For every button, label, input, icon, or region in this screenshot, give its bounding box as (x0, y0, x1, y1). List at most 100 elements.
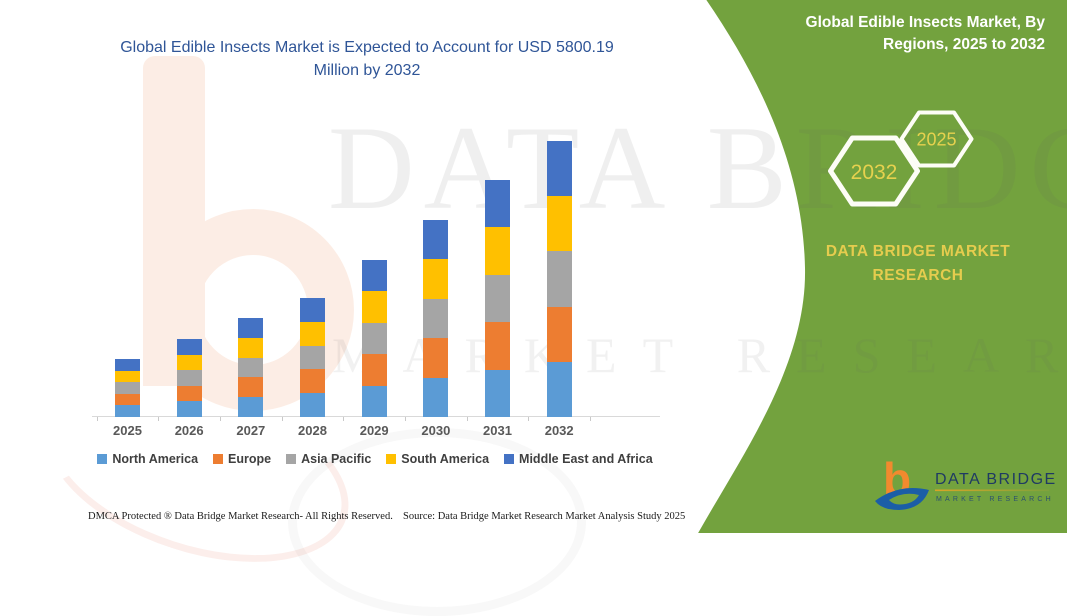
bar-segment-2028-middle-east-and-africa (300, 298, 325, 322)
x-axis-label-2026: 2026 (174, 423, 204, 438)
x-axis-label-2032: 2032 (544, 423, 574, 438)
stacked-bar-2025 (115, 358, 140, 417)
x-axis-label-2028: 2028 (298, 423, 327, 438)
legend-swatch-europe (213, 454, 224, 464)
bar-segment-2031-north-america (485, 369, 511, 417)
legend-item-north-america: North America (97, 452, 198, 466)
legend-item-middle-east-and-africa: Middle East and Africa (504, 452, 653, 466)
x-axis-tick (158, 417, 160, 421)
bar-segment-2027-north-america (238, 397, 264, 417)
x-axis-label-2027: 2027 (236, 423, 266, 438)
bar-segment-2028-europe (300, 369, 325, 394)
bar-segment-2025-asia-pacific (115, 382, 140, 394)
bar-segment-2030-middle-east-and-africa (423, 220, 449, 260)
legend-swatch-middle-east-and-africa (504, 454, 515, 464)
logo-wordmark: DATA BRIDGE (935, 471, 1057, 488)
hexagon-2032-label: 2032 (851, 161, 898, 184)
bar-segment-2031-middle-east-and-africa (485, 180, 511, 228)
footer-source-text: Source: Data Bridge Market Research Mark… (403, 511, 686, 522)
bar-segment-2032-europe (546, 306, 572, 362)
legend-label-south-america: South America (401, 452, 490, 466)
brand-text: DATA BRIDGE MARKET RESEARCH (798, 240, 1038, 288)
green-background-shape (698, 0, 1067, 533)
legend-item-europe: Europe (213, 452, 271, 466)
bar-segment-2028-south-america (300, 321, 325, 346)
x-axis-tick (466, 417, 468, 421)
stacked-bar-2032 (546, 141, 572, 417)
bar-segment-2026-asia-pacific (176, 370, 202, 386)
legend-swatch-south-america (386, 454, 397, 464)
bar-segment-2026-middle-east-and-africa (176, 339, 202, 355)
legend-swatch-asia-pacific (286, 454, 297, 464)
legend-swatch-north-america (97, 454, 108, 464)
x-axis-label-2029: 2029 (359, 423, 389, 438)
hexagon-2025: 2025 (899, 110, 974, 168)
bar-segment-2031-europe (485, 322, 511, 370)
bar-segment-2032-asia-pacific (546, 251, 572, 307)
hexagon-badges: 2025 2032 (828, 110, 974, 207)
chart-title: Global Edible Insects Market is Expected… (120, 39, 614, 80)
bar-segment-2029-north-america (361, 385, 387, 417)
x-axis-tick (96, 417, 98, 421)
bar-segment-2025-middle-east-and-africa (115, 358, 140, 371)
x-axis-label-2030: 2030 (421, 423, 451, 438)
footer-dmca-text: DMCA Protected ® Data Bridge Market Rese… (88, 511, 393, 522)
legend-item-asia-pacific: Asia Pacific (286, 452, 371, 466)
logo-subtext: MARKET RESEARCH (936, 496, 1054, 503)
stacked-bar-2027 (238, 318, 264, 417)
x-axis-tick (528, 417, 530, 421)
bar-segment-2025-north-america (115, 405, 140, 417)
bar-segment-2029-south-america (361, 291, 387, 323)
bar-segment-2028-north-america (300, 393, 325, 417)
x-axis-label-2031: 2031 (483, 423, 512, 438)
chart-legend: North America Europe Asia Pacific South Ame… (80, 452, 670, 466)
stacked-bar-2029 (361, 260, 387, 417)
x-axis-tick (220, 417, 221, 421)
bar-segment-2030-europe (423, 338, 449, 378)
stacked-bar-2030 (423, 220, 449, 417)
bar-segment-2031-south-america (485, 227, 511, 275)
bar-segment-2025-south-america (115, 370, 140, 383)
legend-label-europe: Europe (228, 452, 272, 466)
bar-segment-2030-south-america (423, 259, 449, 299)
bar-segment-2032-south-america (546, 196, 572, 252)
bar-segment-2027-asia-pacific (238, 357, 264, 378)
bar-segment-2031-asia-pacific (485, 274, 511, 323)
chart-area: 2025 2026 2027 2028 2029 2030 2031 2032 (92, 141, 660, 438)
stacked-bar-2028 (300, 298, 325, 417)
bar-segment-2029-asia-pacific (361, 322, 387, 355)
brand-text-line2: RESEARCH (872, 267, 964, 285)
x-axis-tick (405, 417, 406, 421)
bar-segment-2027-middle-east-and-africa (238, 318, 264, 338)
brand-text-line1: DATA BRIDGE MARKET (825, 243, 1011, 260)
x-axis-tick (281, 417, 283, 421)
bar-segment-2026-north-america (176, 401, 202, 417)
hexagon-2025-label: 2025 (916, 130, 956, 150)
data-bridge-logo: b DATA BRIDGE MARKET RESEARCH (875, 457, 1057, 510)
bar-segment-2026-europe (176, 385, 202, 402)
right-panel-title: Global Edible Insects Market, By Regions… (805, 14, 1045, 53)
legend-label-north-america: North America (112, 452, 199, 466)
bar-segment-2027-south-america (238, 337, 264, 358)
watermark-text-secondary: MARKET RESEARCH (332, 327, 1067, 383)
hexagon-2032: 2032 (828, 135, 920, 207)
bar-segment-2029-europe (361, 354, 387, 386)
x-axis-tick (343, 417, 345, 421)
bar-segment-2032-middle-east-and-africa (546, 141, 572, 197)
stacked-bar-2026 (176, 339, 202, 417)
x-axis-tick (590, 417, 592, 421)
logo-b-icon: b (875, 457, 929, 510)
x-axis-label-2025: 2025 (113, 423, 142, 438)
bar-segment-2025-europe (115, 393, 140, 406)
bar-segment-2030-north-america (423, 377, 449, 417)
legend-label-asia-pacific: Asia Pacific (301, 452, 372, 466)
bar-segment-2030-asia-pacific (423, 298, 449, 339)
legend-label-middle-east-and-africa: Middle East and Africa (519, 452, 653, 466)
stacked-bar-2031 (485, 180, 511, 417)
bar-segment-2029-middle-east-and-africa (361, 260, 387, 292)
legend-item-south-america: South America (386, 452, 489, 466)
bar-segment-2026-south-america (176, 354, 202, 371)
bar-segment-2027-europe (238, 377, 264, 398)
bar-segment-2032-north-america (546, 361, 572, 417)
bar-segment-2028-asia-pacific (300, 345, 325, 370)
